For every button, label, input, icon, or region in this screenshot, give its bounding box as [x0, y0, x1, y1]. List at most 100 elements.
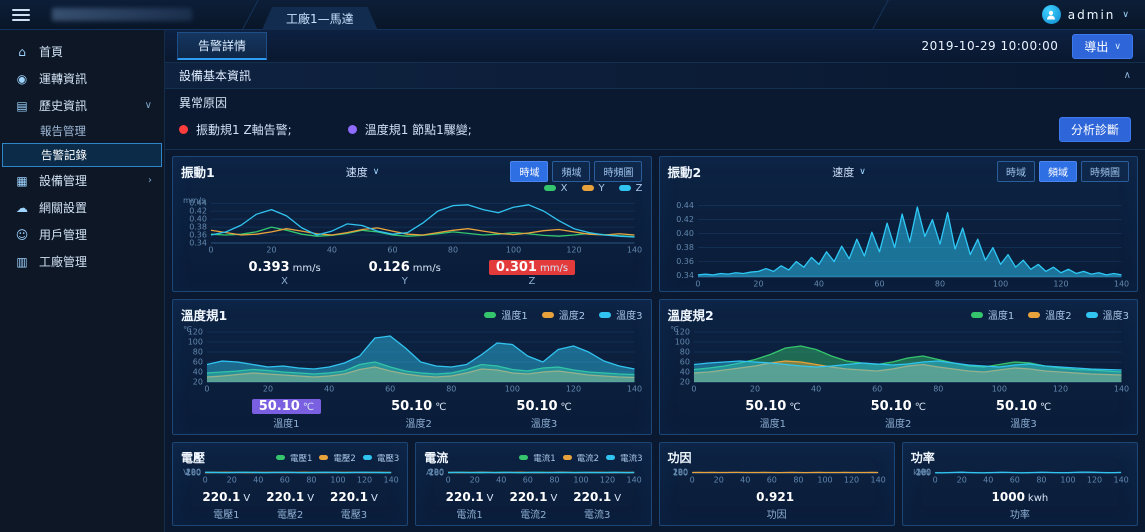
- topbar: 工廠1—馬達 admin ∨: [0, 0, 1145, 30]
- menu-icon[interactable]: [12, 6, 30, 24]
- analyze-diagnose-button[interactable]: 分析診斷: [1058, 117, 1131, 142]
- svg-text:80: 80: [446, 384, 456, 393]
- svg-text:40: 40: [327, 245, 337, 254]
- section-basic-info[interactable]: 設備基本資訊 ∧: [165, 62, 1145, 89]
- chevron-right-icon: ›: [148, 175, 152, 186]
- svg-text:0.36: 0.36: [676, 257, 694, 266]
- svg-text:80: 80: [793, 476, 803, 485]
- legend-swatch: [519, 455, 529, 460]
- sidebar-item-operation-info[interactable]: ◉ 運轉資訊: [0, 65, 164, 92]
- logo: [52, 8, 192, 21]
- sidebar-item-label: 告警記錄: [41, 148, 87, 162]
- legend-swatch: [541, 311, 554, 318]
- sidebar-item-device-management[interactable]: ▦ 設備管理 ›: [0, 167, 164, 194]
- mode-time-domain-button[interactable]: 時域: [996, 161, 1035, 182]
- mode-spectrogram-button[interactable]: 時頻圖: [1080, 161, 1129, 182]
- svg-text:200: 200: [916, 468, 931, 477]
- collapse-icon[interactable]: ∧: [1123, 70, 1131, 81]
- svg-text:140: 140: [870, 476, 885, 485]
- svg-text:40: 40: [740, 476, 750, 485]
- sidebar-item-user-management[interactable]: ☺ 用戶管理: [0, 221, 164, 248]
- export-button[interactable]: 導出 ∨: [1072, 33, 1133, 59]
- sidebar-item-home[interactable]: ⌂ 首頁: [0, 38, 164, 65]
- svg-text:40: 40: [813, 279, 823, 288]
- chart-grid: 振動1 速度 ∨ 時域 頻域 時頻圖 X Y Z 0.44 0.: [165, 150, 1145, 532]
- vibration2-spectrum-chart: 0.44 0.42 0.40 0.38 0.36 0.340 20 40 60 80 100 120 1…: [676, 201, 1129, 288]
- svg-text:160: 160: [429, 469, 444, 478]
- panel-title: 振動1: [181, 165, 215, 180]
- legend-curr3: 電流3: [606, 452, 643, 464]
- mode-spectrogram-button[interactable]: 時頻圖: [594, 161, 643, 182]
- mode-time-domain-button[interactable]: 時域: [510, 161, 549, 182]
- svg-text:0.44: 0.44: [189, 199, 207, 208]
- sidebar-item-label: 設備管理: [39, 174, 88, 188]
- vibration1-chart: 0.440.420.400.380.360.340 20 40 60 80 100 120 1…: [183, 196, 642, 254]
- mode-frequency-domain-button[interactable]: 頻域: [552, 161, 591, 182]
- svg-text:V: V: [183, 468, 189, 477]
- stat-curr1: 220.1 V 電流1: [445, 490, 494, 521]
- sidebar-item-alarm-records[interactable]: 告警記錄: [2, 143, 162, 167]
- svg-text:kwh: kwh: [913, 468, 929, 477]
- sidebar-item-report-management[interactable]: 報告管理: [0, 119, 164, 143]
- sidebar-item-gateway-settings[interactable]: ☁ 網關設置: [0, 194, 164, 221]
- sidebar: ⌂ 首頁 ◉ 運轉資訊 ▤ 歷史資訊 ∨ 報告管理 告警記錄 ▦ 設備管理 › …: [0, 30, 165, 532]
- sidebar-item-label: 運轉資訊: [39, 72, 88, 86]
- svg-text:40: 40: [496, 476, 506, 485]
- legend-swatch: [618, 185, 631, 191]
- legend-temp3: 溫度3: [1085, 307, 1129, 322]
- user-menu[interactable]: admin ∨: [1041, 5, 1129, 24]
- sidebar-item-history-info[interactable]: ▤ 歷史資訊 ∨: [0, 92, 164, 119]
- tab-alarm-detail[interactable]: 告警詳情: [177, 32, 268, 60]
- legend-swatch: [319, 455, 329, 460]
- sidebar-item-factory-management[interactable]: ▥ 工廠管理: [0, 248, 164, 275]
- svg-text:100: 100: [992, 279, 1007, 288]
- eye-icon: ◉: [16, 71, 28, 86]
- svg-text:220: 220: [429, 468, 444, 477]
- sidebar-item-label: 網關設置: [39, 201, 88, 215]
- legend-temp1: 溫度1: [970, 307, 1014, 322]
- legend-swatch: [1028, 311, 1041, 318]
- legend-temp1: 溫度1: [484, 307, 528, 322]
- svg-text:0.40: 0.40: [189, 215, 207, 224]
- factory-tab[interactable]: 工廠1—馬達: [262, 7, 378, 30]
- chevron-down-icon: ∨: [1114, 40, 1121, 51]
- svg-text:120: 120: [1052, 384, 1067, 393]
- chevron-down-icon: ∨: [859, 166, 866, 177]
- section-abnormal-cause: 異常原因 振動規1 Z軸告警; 溫度規1 節點1驟變; 分析診斷: [165, 89, 1145, 150]
- chevron-down-icon: ∨: [144, 100, 152, 111]
- svg-text:120: 120: [188, 328, 203, 337]
- mode-frequency-domain-button[interactable]: 頻域: [1038, 161, 1077, 182]
- speed-dropdown[interactable]: 速度 ∨: [346, 164, 380, 180]
- svg-text:100: 100: [330, 476, 345, 485]
- svg-text:60: 60: [874, 279, 884, 288]
- stat-temp3: 50.10 ℃ 溫度3: [516, 399, 572, 430]
- speed-dropdown[interactable]: 速度 ∨: [832, 164, 866, 180]
- svg-text:60: 60: [766, 476, 776, 485]
- svg-text:120: 120: [566, 384, 581, 393]
- alarm-text: 振動規1 Z軸告警;: [196, 123, 292, 137]
- svg-text:140: 140: [1113, 476, 1128, 485]
- svg-text:40: 40: [811, 384, 821, 393]
- section-title: 設備基本資訊: [179, 69, 252, 83]
- svg-text:40: 40: [679, 367, 689, 376]
- panel-temperature-2: 溫度規2 溫度1 溫度2 溫度3 120 100 80 60 40 20 0 20 40 60 80…: [658, 299, 1138, 435]
- svg-text:120: 120: [600, 476, 615, 485]
- svg-text:20: 20: [956, 476, 966, 485]
- svg-text:140: 140: [627, 476, 642, 485]
- svg-text:80: 80: [448, 245, 458, 254]
- panel-title: 功因: [667, 451, 692, 465]
- stat-temp3: 50.10 ℃ 溫度3: [995, 399, 1052, 430]
- svg-text:20: 20: [713, 476, 723, 485]
- legend-swatch: [562, 455, 572, 460]
- chevron-down-icon: ∨: [1122, 9, 1129, 20]
- home-icon: ⌂: [18, 44, 26, 59]
- calendar-icon: ▤: [16, 98, 28, 113]
- user-avatar-icon: [1041, 5, 1061, 24]
- chevron-down-icon: ∨: [372, 166, 380, 177]
- svg-text:20: 20: [266, 245, 276, 254]
- svg-text:100: 100: [574, 476, 589, 485]
- legend-swatch: [599, 311, 612, 318]
